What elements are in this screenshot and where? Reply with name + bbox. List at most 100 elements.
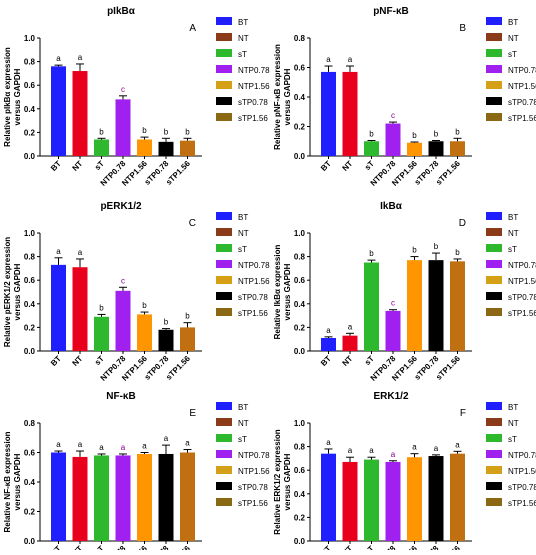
x-tick-label-sTP1.56: sTP1.56: [164, 159, 192, 187]
bar-BT: [51, 66, 66, 156]
x-tick-label-NT: NT: [341, 354, 355, 368]
y-tick-label: 0.8: [24, 58, 36, 67]
legend-swatch-BT: [486, 402, 502, 410]
legend-swatch-NTP0.78: [486, 65, 502, 73]
significance-letter-NT: a: [348, 322, 353, 331]
legend-label-NTP0.78: NTP0.78: [238, 261, 270, 270]
panel-letter: D: [459, 218, 466, 229]
bar-sTP1.56: [450, 453, 465, 541]
legend-label-sTP1.56: sTP1.56: [508, 499, 536, 508]
y-tick-label: 0.0: [294, 152, 306, 161]
bar-NTP0.78: [385, 310, 401, 351]
legend-swatch-NTP1.56: [486, 81, 502, 89]
bar-sT: [364, 141, 379, 156]
legend-label-NT: NT: [508, 419, 519, 428]
y-axis-label-line2: versus GAPDH: [283, 453, 292, 510]
bar-NTP1.56: [137, 139, 152, 156]
legend-swatch-sT: [486, 49, 502, 57]
y-tick-label: 0.2: [294, 323, 306, 332]
legend-label-BT: BT: [238, 18, 248, 27]
significance-letter-NTP1.56: a: [142, 442, 147, 451]
y-tick-label: 0.6: [24, 81, 36, 90]
bar-NTP1.56: [137, 314, 152, 351]
y-tick-label: 0.4: [24, 105, 36, 114]
chart-title: IkBα: [380, 201, 403, 212]
chart-title: pIkBα: [107, 6, 136, 17]
y-tick-label: 0.2: [24, 323, 36, 332]
y-axis-label-line2: versus GAPDH: [13, 68, 22, 125]
significance-letter-NT: a: [348, 55, 353, 64]
y-tick-label: 0.8: [24, 253, 36, 262]
significance-letter-BT: a: [56, 247, 61, 256]
legend-swatch-sTP0.78: [216, 292, 232, 300]
bar-NTP0.78: [115, 455, 131, 541]
legend-swatch-NTP0.78: [486, 450, 502, 458]
significance-letter-sTP1.56: a: [455, 440, 460, 449]
panel-letter: B: [459, 23, 466, 34]
legend-label-sTP1.56: sTP1.56: [508, 309, 536, 318]
y-tick-label: 0.6: [294, 64, 306, 73]
y-tick-label: 1.0: [294, 229, 306, 238]
x-tick-label-sT: sT: [363, 544, 376, 550]
significance-letter-BT: a: [326, 326, 331, 335]
significance-letter-NTP0.78: c: [121, 85, 125, 94]
legend-label-NT: NT: [508, 229, 519, 238]
y-tick-label: 0.6: [294, 466, 306, 475]
legend-label-NT: NT: [238, 229, 249, 238]
legend-label-NT: NT: [238, 419, 249, 428]
legend-label-sTP0.78: sTP0.78: [508, 293, 536, 302]
bar-NT: [342, 335, 358, 351]
bar-sTP0.78: [428, 141, 444, 156]
legend-swatch-NTP0.78: [216, 65, 232, 73]
bar-sT: [94, 455, 109, 541]
bar-BT: [321, 453, 336, 541]
significance-letter-sTP1.56: b: [455, 248, 460, 257]
y-tick-label: 0.0: [24, 537, 36, 546]
legend-label-NT: NT: [238, 34, 249, 43]
legend-label-NTP0.78: NTP0.78: [508, 66, 536, 75]
legend-label-BT: BT: [238, 403, 248, 412]
y-axis-label-line1: Relative NF-κB expression: [3, 431, 12, 532]
significance-letter-sT: b: [99, 127, 104, 136]
significance-letter-sTP0.78: b: [434, 242, 439, 251]
y-tick-label: 0.2: [294, 513, 306, 522]
significance-letter-NT: a: [78, 53, 83, 62]
significance-letter-BT: a: [326, 55, 331, 64]
legend-label-sTP1.56: sTP1.56: [238, 114, 268, 123]
panel-D: IkBα D Relative IkBα expression versus GAPD…: [273, 201, 536, 383]
bar-sTP0.78: [158, 453, 174, 541]
significance-letter-sT: b: [99, 303, 104, 312]
chart-title: pERK1/2: [100, 201, 142, 212]
bar-BT: [321, 338, 336, 351]
legend-label-sTP0.78: sTP0.78: [238, 483, 268, 492]
legend-label-NTP0.78: NTP0.78: [238, 451, 270, 460]
y-tick-label: 0.4: [24, 300, 36, 309]
y-tick-label: 0.0: [24, 347, 36, 356]
significance-letter-sTP1.56: b: [185, 127, 190, 136]
legend-swatch-NTP0.78: [216, 260, 232, 268]
bar-NT: [72, 267, 88, 351]
significance-letter-sTP0.78: b: [164, 127, 169, 136]
panel-letter: E: [189, 408, 196, 419]
significance-letter-NTP0.78: c: [121, 276, 125, 285]
bar-sT: [364, 262, 379, 351]
legend-swatch-BT: [216, 402, 232, 410]
bar-NTP0.78: [115, 99, 131, 156]
x-tick-label-sT: sT: [93, 544, 106, 550]
x-tick-label-sT: sT: [363, 159, 376, 172]
legend-label-NTP0.78: NTP0.78: [508, 451, 536, 460]
y-tick-label: 1.0: [294, 419, 306, 428]
x-tick-label-NT: NT: [71, 354, 85, 368]
x-tick-label-sT: sT: [363, 354, 376, 367]
panel-letter: A: [189, 23, 196, 34]
x-tick-label-BT: BT: [49, 354, 63, 368]
significance-letter-sT: a: [369, 446, 374, 455]
significance-letter-NTP1.56: b: [142, 126, 147, 135]
significance-letter-BT: a: [56, 54, 61, 63]
y-tick-label: 0.2: [24, 128, 36, 137]
legend-swatch-NTP1.56: [216, 276, 232, 284]
significance-letter-BT: a: [56, 440, 61, 449]
significance-letter-NTP0.78: c: [391, 111, 395, 120]
significance-letter-sTP1.56: b: [185, 312, 190, 321]
